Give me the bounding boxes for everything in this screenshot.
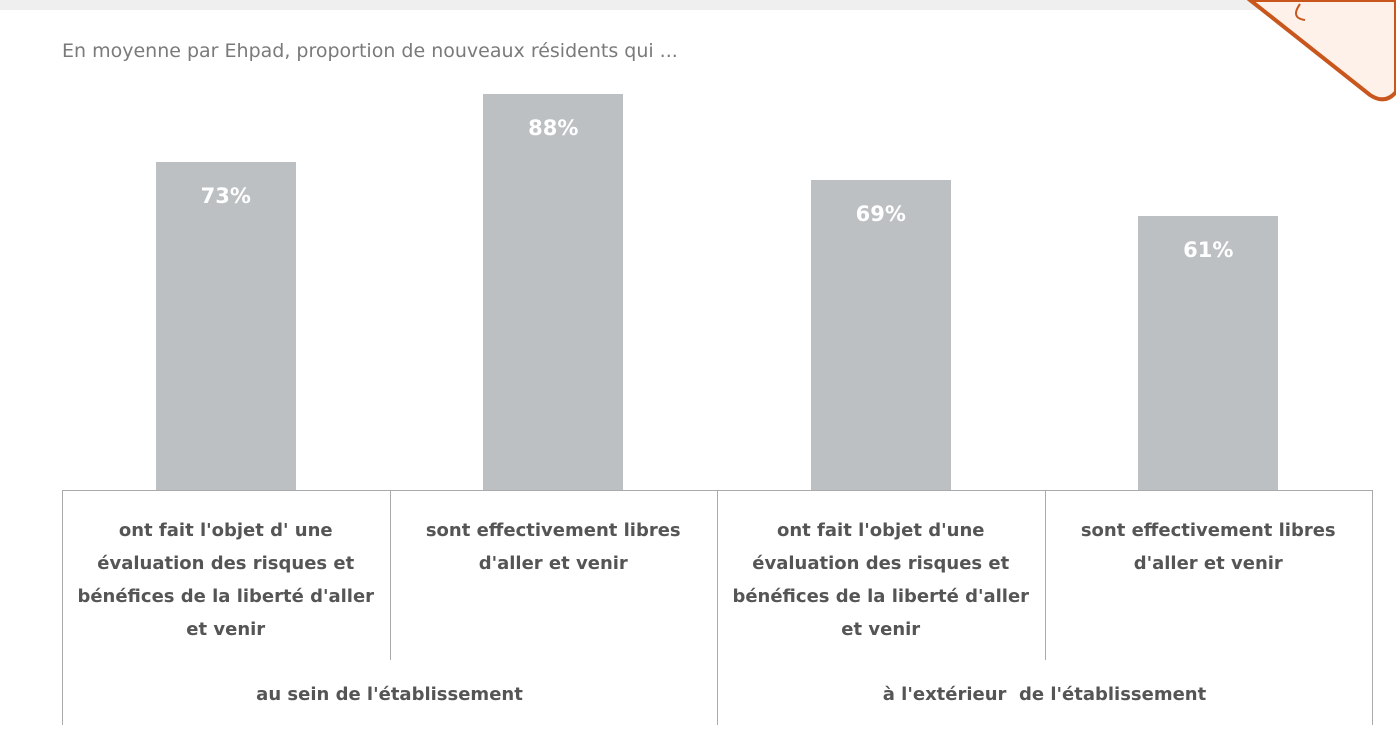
bar: [155, 161, 296, 490]
bar: [810, 179, 951, 490]
bar: [483, 94, 624, 490]
group-label: à l'extérieur de l'établissement: [882, 684, 1207, 705]
badge: [1246, 0, 1396, 102]
top-band: [0, 0, 1396, 10]
separator: [1372, 490, 1373, 725]
data-label: 73%: [200, 183, 251, 208]
badge-shape: [1246, 0, 1396, 102]
badge-fragment: [1295, 3, 1306, 21]
x-tick-label: sont effectivement libres d'aller et ven…: [425, 520, 681, 574]
separator: [62, 490, 63, 725]
x-tick-label: sont effectivement libres d'aller et ven…: [1080, 520, 1336, 574]
bar: [1138, 215, 1279, 490]
separator: [1044, 490, 1046, 660]
group-label: au sein de l'établissement: [256, 684, 523, 705]
data-label: 61%: [1183, 237, 1234, 262]
chart-title: En moyenne par Ehpad, proportion de nouv…: [62, 40, 678, 62]
data-label: 88%: [528, 116, 579, 140]
separator: [389, 490, 391, 660]
x-tick-label: ont fait l'objet d'une évaluation des ri…: [732, 520, 1030, 640]
x-tick-label: ont fait l'objet d' une évaluation des r…: [77, 520, 375, 640]
data-label: 69%: [855, 201, 906, 226]
separator: [717, 490, 718, 725]
